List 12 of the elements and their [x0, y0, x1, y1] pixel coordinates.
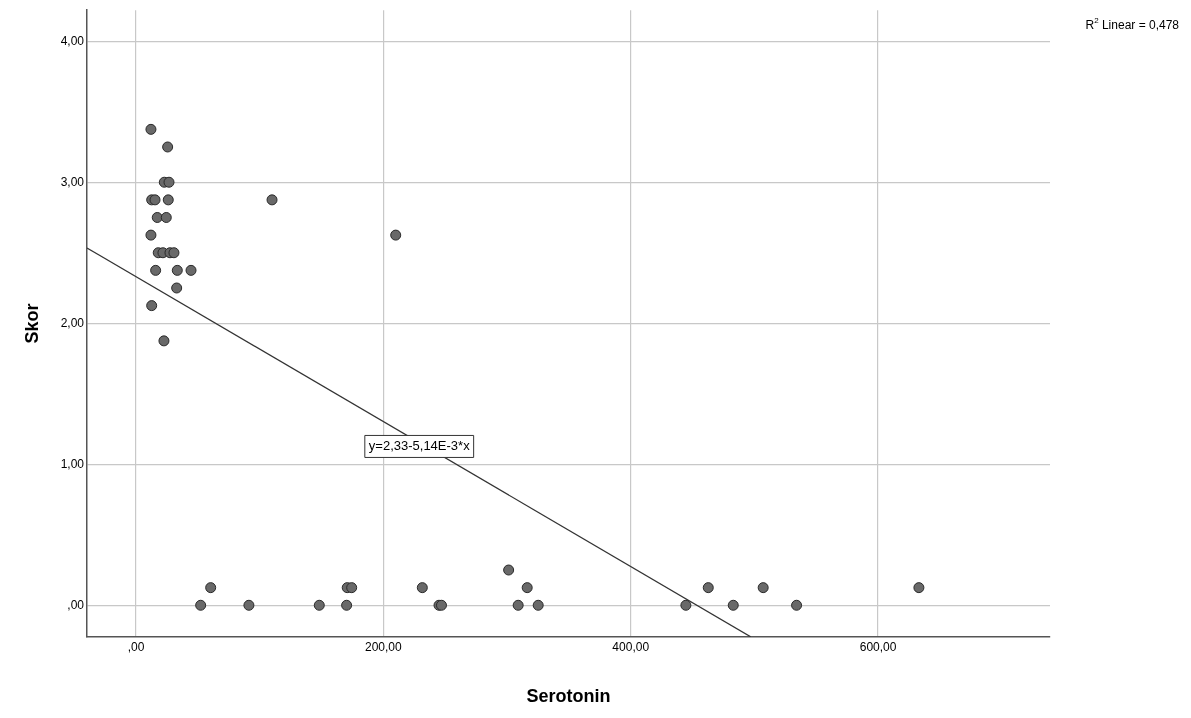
y-tick-label: 3,00	[60, 174, 85, 189]
x-tick-label: 400,00	[612, 639, 650, 654]
x-tick-label: ,00	[127, 639, 145, 654]
annotation: y=2,33-5,14E-3*x	[368, 438, 471, 454]
y-tick-label: 1,00	[60, 456, 85, 471]
x-tick-label: 200,00	[364, 639, 403, 654]
y-axis-title: Skor	[21, 303, 42, 344]
y-tick-label: ,00	[67, 597, 85, 612]
y-tick-label: 2,00	[60, 315, 85, 330]
x-tick-label: 600,00	[859, 639, 897, 654]
x-axis-title: Serotonin	[526, 686, 611, 707]
y-tick-label: 4,00	[60, 33, 85, 48]
